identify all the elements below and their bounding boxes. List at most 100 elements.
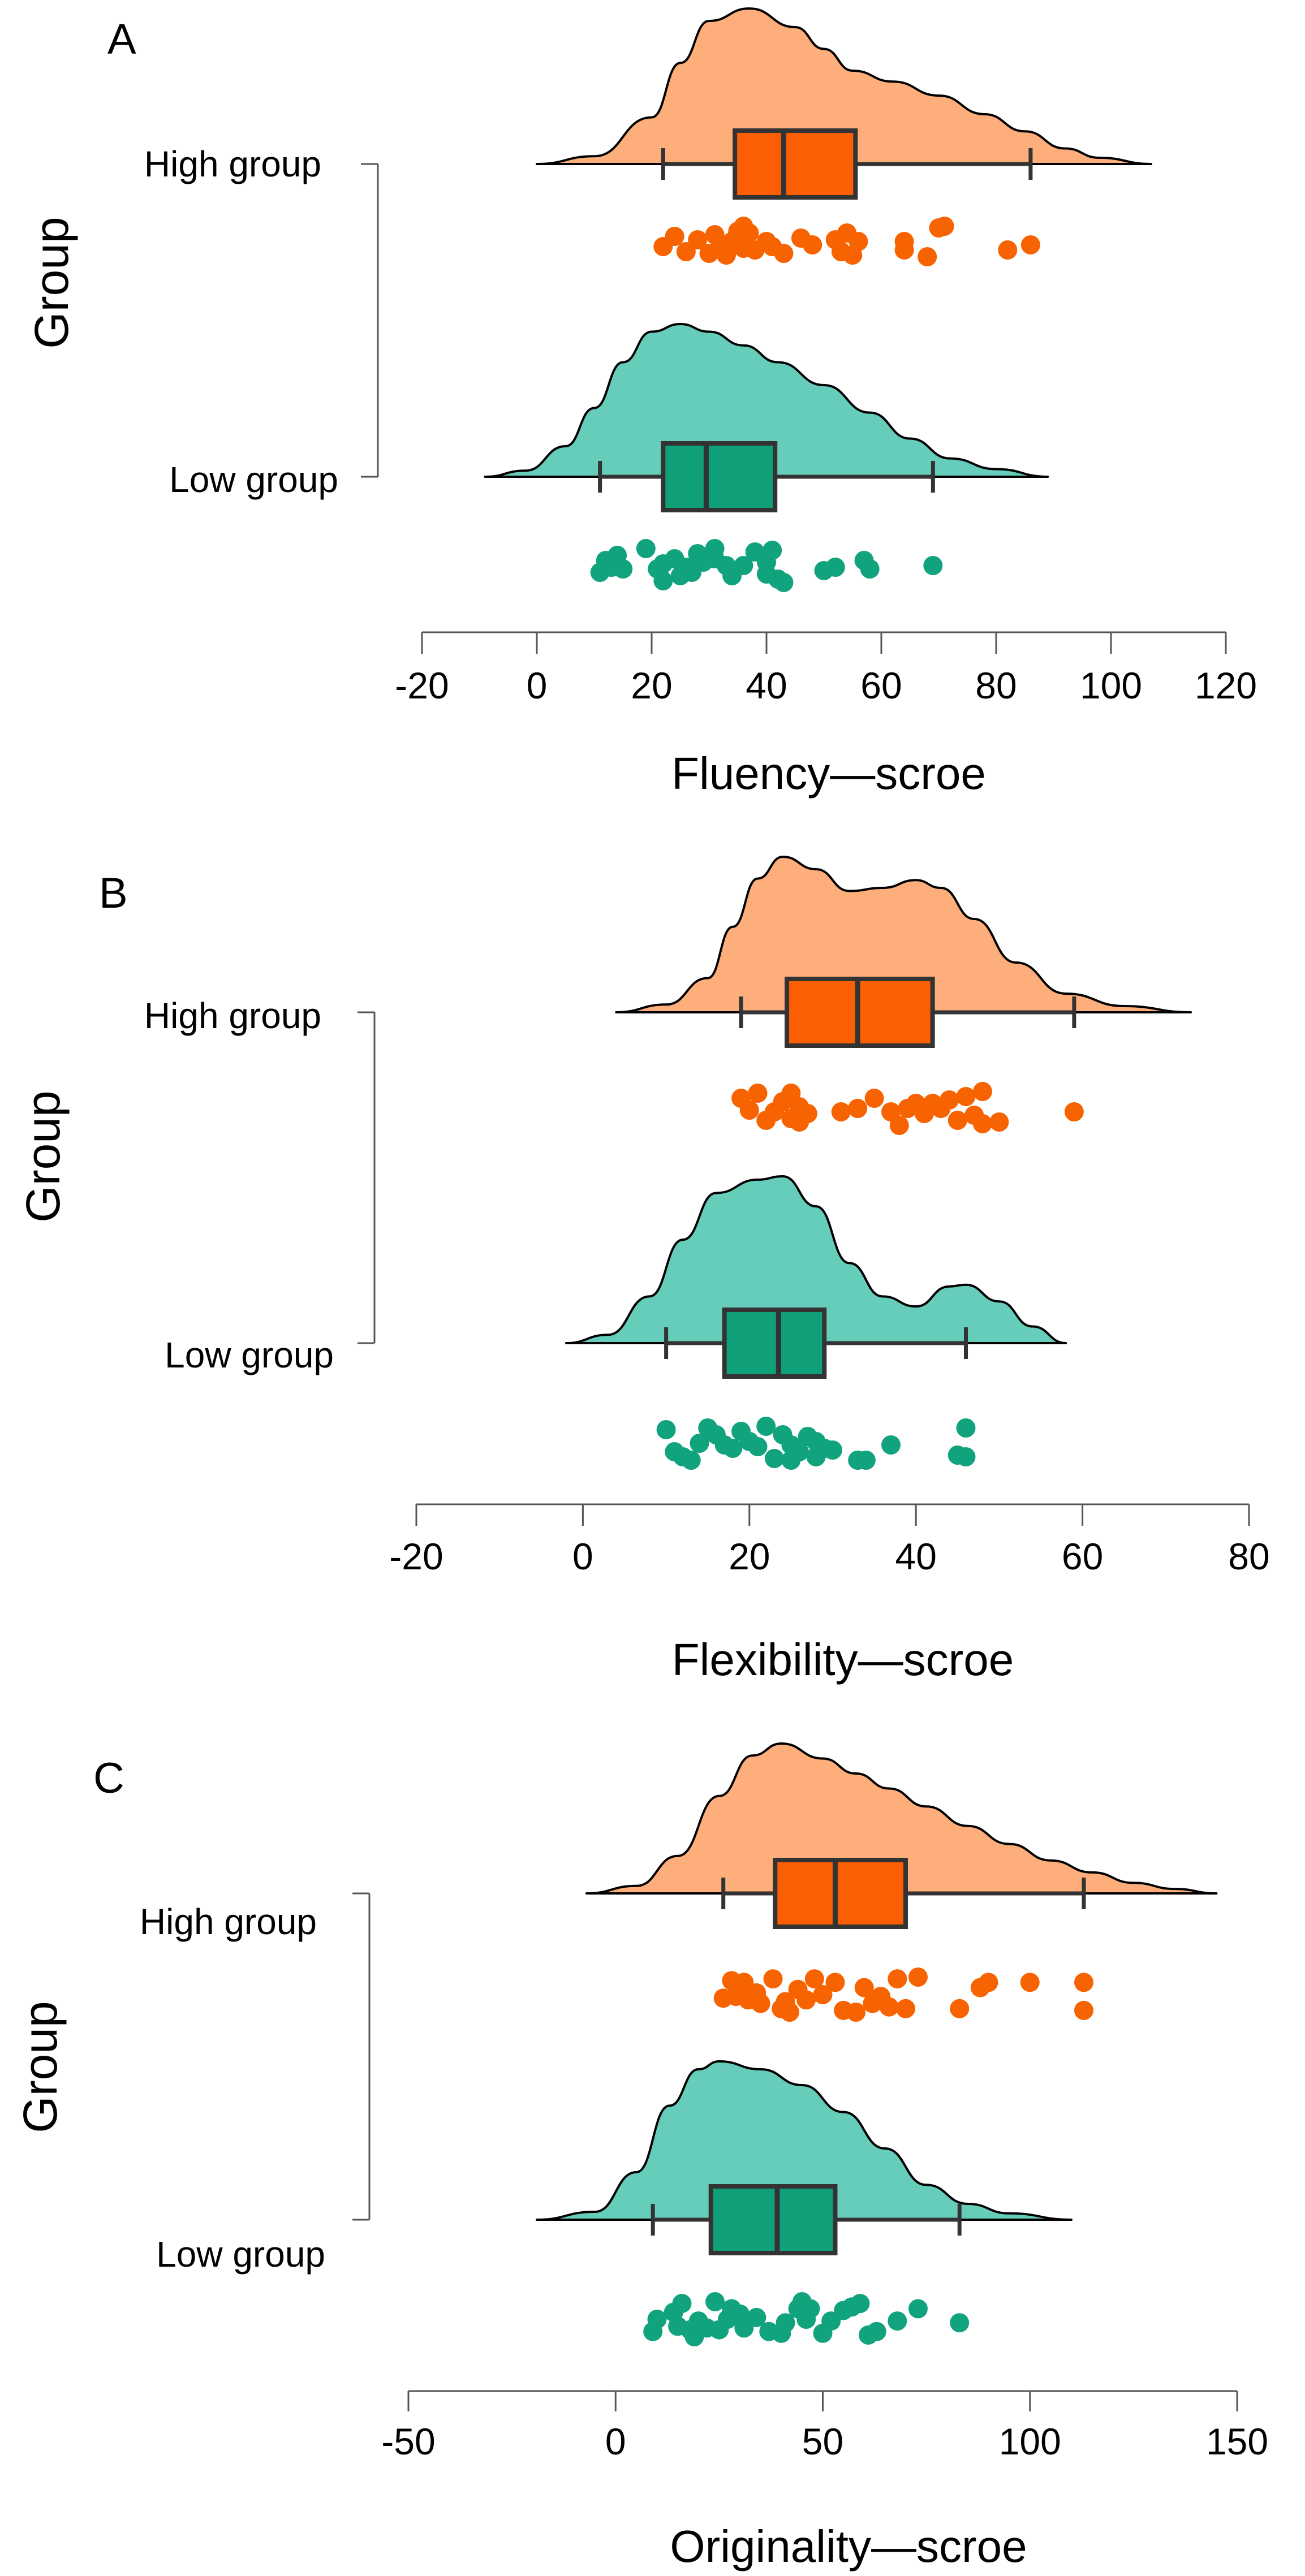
data-point-low-b-27 [956,1447,976,1466]
x-tick-label-b-3: 40 [895,1535,936,1577]
density-cloud-low-c [536,2060,1073,2221]
data-point-high-c-25 [950,1999,970,2018]
plot-area-b: -20 0 20 40 60 80 [358,856,1270,1577]
data-point-low-b-12 [756,1417,776,1436]
data-point-high-a-12 [739,223,759,243]
data-point-high-b-23 [956,1087,976,1106]
data-point-high-b-10 [798,1104,817,1123]
data-point-low-b-4 [690,1434,709,1453]
data-point-high-b-28 [1064,1102,1084,1121]
data-point-low-b-13 [764,1449,784,1468]
data-point-high-a-16 [774,244,794,263]
data-point-high-c-29 [1074,2000,1093,2020]
y-tick-label-high-b: High group [144,995,321,1036]
x-tick-label-a-2: 20 [631,665,672,706]
data-point-low-a-25 [774,573,794,592]
box-iqr-low-c [708,2184,838,2255]
data-point-low-b-25 [881,1435,901,1455]
data-point-high-a-1 [665,227,684,246]
data-point-low-a-7 [653,571,673,590]
data-point-low-c-18 [776,2313,795,2333]
x-tick-label-c-0: -50 [381,2420,435,2462]
data-point-high-a-29 [998,240,1018,260]
data-point-high-b-27 [989,1112,1009,1132]
data-point-low-b-24 [856,1451,876,1470]
data-point-low-b-22 [823,1440,842,1460]
data-point-low-b-11 [748,1437,768,1456]
panel-a: A Group High group Low group -20 0 20 40 60 8… [25,7,1257,799]
panel-c: C Group High group Low group -50 0 50 100 15… [14,1742,1268,2571]
x-tick-label-a-6: 100 [1080,665,1142,706]
data-point-low-a-27 [825,558,845,577]
density-cloud-high-c [585,1742,1218,1895]
x-tick-label-a-0: -20 [395,665,449,706]
x-tick-label-b-1: 0 [572,1535,593,1577]
data-point-low-b-17 [790,1442,809,1461]
data-point-high-c-24 [908,1967,928,1987]
plot-area-a: -20 0 20 40 60 80 100 120 [361,7,1257,706]
y-tick-label-low-a: Low group [169,459,338,500]
density-cloud-low-b [565,1175,1067,1344]
data-point-high-c-12 [796,1990,816,2010]
data-point-low-b-3 [681,1451,701,1470]
panel-label-a: A [107,15,136,63]
x-axis-title-c: Originality—scroe [670,2521,1027,2571]
data-point-low-c-27 [850,2294,870,2314]
x-axis-title-b: Flexibility—scroe [672,1634,1014,1685]
data-point-low-a-29 [860,559,880,579]
data-point-high-b-26 [972,1082,992,1101]
y-axis-title-c: Group [14,2001,67,2133]
data-point-low-c-29 [867,2322,886,2341]
x-tick-label-a-4: 60 [860,665,902,706]
data-point-high-b-2 [748,1084,768,1103]
data-point-high-c-17 [846,2003,866,2022]
y-tick-label-low-c: Low group [156,2234,325,2275]
x-axis-title-a: Fluency—scroe [671,748,986,799]
data-point-high-b-15 [889,1116,909,1135]
data-point-high-a-28 [934,217,954,236]
data-point-low-a-30 [923,556,943,575]
data-point-low-c-1 [647,2310,667,2329]
x-tick-label-b-4: 60 [1062,1535,1103,1577]
data-point-low-c-32 [950,2313,970,2333]
x-tick-label-c-4: 150 [1206,2420,1268,2462]
data-point-high-c-6 [751,1994,770,2013]
data-point-high-c-18 [854,1978,874,1997]
data-point-low-a-23 [763,541,782,560]
x-tick-label-b-5: 80 [1228,1535,1269,1577]
data-point-high-a-26 [918,247,937,266]
x-tick-label-b-2: 20 [729,1535,770,1577]
data-point-high-c-7 [763,1969,783,1989]
data-point-high-a-18 [803,235,822,254]
data-point-low-b-0 [656,1420,676,1439]
panel-label-c: C [93,1754,124,1802]
box-iqr-high-c [773,1858,908,1929]
y-axis-title-b: Group [16,1090,70,1222]
box-iqr-low-b [722,1308,827,1379]
data-point-high-a-23 [849,232,868,251]
data-point-high-a-25 [894,232,914,251]
box-iqr-low-a [661,441,778,512]
x-tick-label-c-3: 100 [999,2420,1061,2462]
y-axis-title-a: Group [25,217,78,348]
data-point-low-c-22 [800,2299,820,2319]
data-point-high-c-22 [888,1969,907,1989]
data-point-high-a-3 [688,230,708,249]
panel-label-b: B [99,869,128,917]
x-tick-label-a-5: 80 [975,665,1017,706]
data-point-low-a-5 [636,539,656,558]
data-point-low-a-19 [734,556,753,575]
data-point-low-c-4 [672,2294,692,2314]
data-point-high-c-10 [779,2003,799,2022]
data-point-high-b-1 [739,1101,759,1120]
box-iqr-high-a [733,128,858,200]
data-point-high-c-28 [1020,1973,1040,1992]
data-point-high-a-30 [1020,235,1040,254]
data-point-low-b-8 [723,1439,743,1458]
data-point-high-b-13 [864,1089,884,1108]
density-cloud-low-a [484,323,1049,478]
data-point-high-c-30 [1074,1973,1093,1992]
panel-b: B Group High group Low group -20 0 20 40 60 8… [16,856,1270,1685]
data-point-high-c-27 [979,1973,998,1992]
